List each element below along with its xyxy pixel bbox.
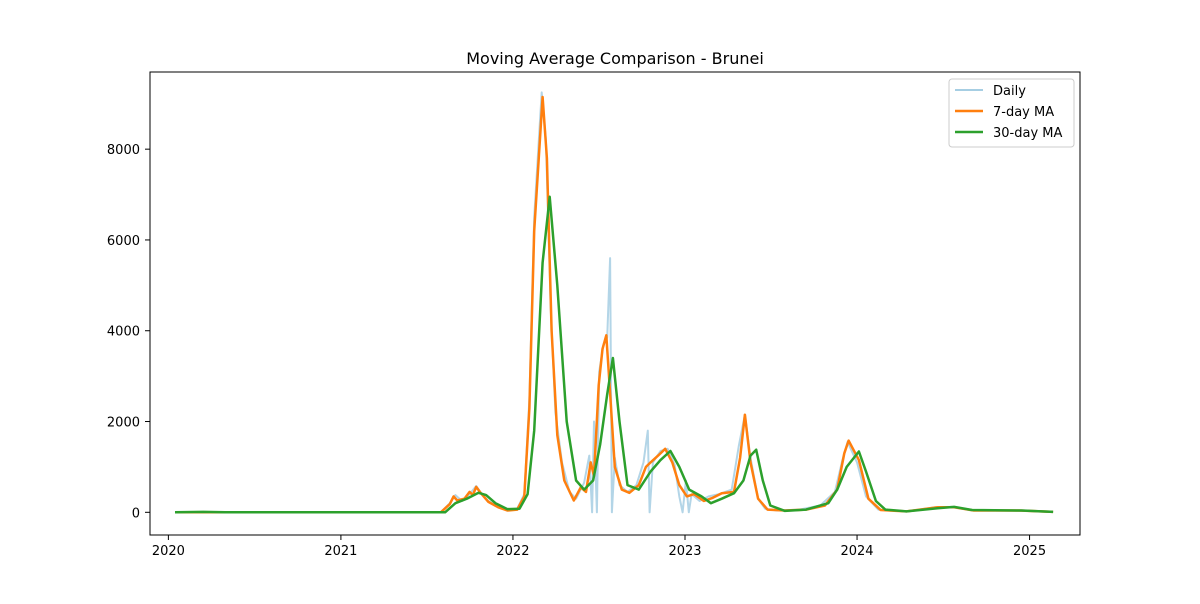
plot-frame: [149, 71, 1081, 536]
y-tick-label-8000: 8000: [107, 143, 140, 158]
legend: Daily 7-day MA 30-day MA: [948, 78, 1075, 148]
x-axis: 2020 2021 2022 2023 2024 2025: [152, 535, 1046, 559]
y-tick-label-6000: 6000: [107, 234, 140, 249]
x-tick-label-2020: 2020: [152, 544, 185, 559]
y-tick-label-4000: 4000: [107, 325, 140, 340]
y-tick-label-2000: 2000: [107, 416, 140, 431]
y-tick-label-0: 0: [132, 506, 140, 521]
x-tick-label-2023: 2023: [668, 544, 701, 559]
series-line-30-day-ma: [174, 195, 1054, 514]
x-tick-label-2022: 2022: [496, 544, 529, 559]
x-tick-label-2025: 2025: [1013, 544, 1046, 559]
series-layer: [174, 91, 1054, 514]
x-tick-label-2021: 2021: [324, 544, 357, 559]
legend-box: [948, 78, 1075, 148]
legend-label-7day: 7-day MA: [993, 105, 1054, 120]
y-axis: 0 2000 4000 6000 8000: [107, 143, 150, 521]
chart-title: Moving Average Comparison - Brunei: [466, 49, 764, 68]
x-tick-label-2024: 2024: [840, 544, 873, 559]
legend-label-daily: Daily: [993, 84, 1026, 99]
legend-label-30day: 30-day MA: [993, 126, 1062, 141]
